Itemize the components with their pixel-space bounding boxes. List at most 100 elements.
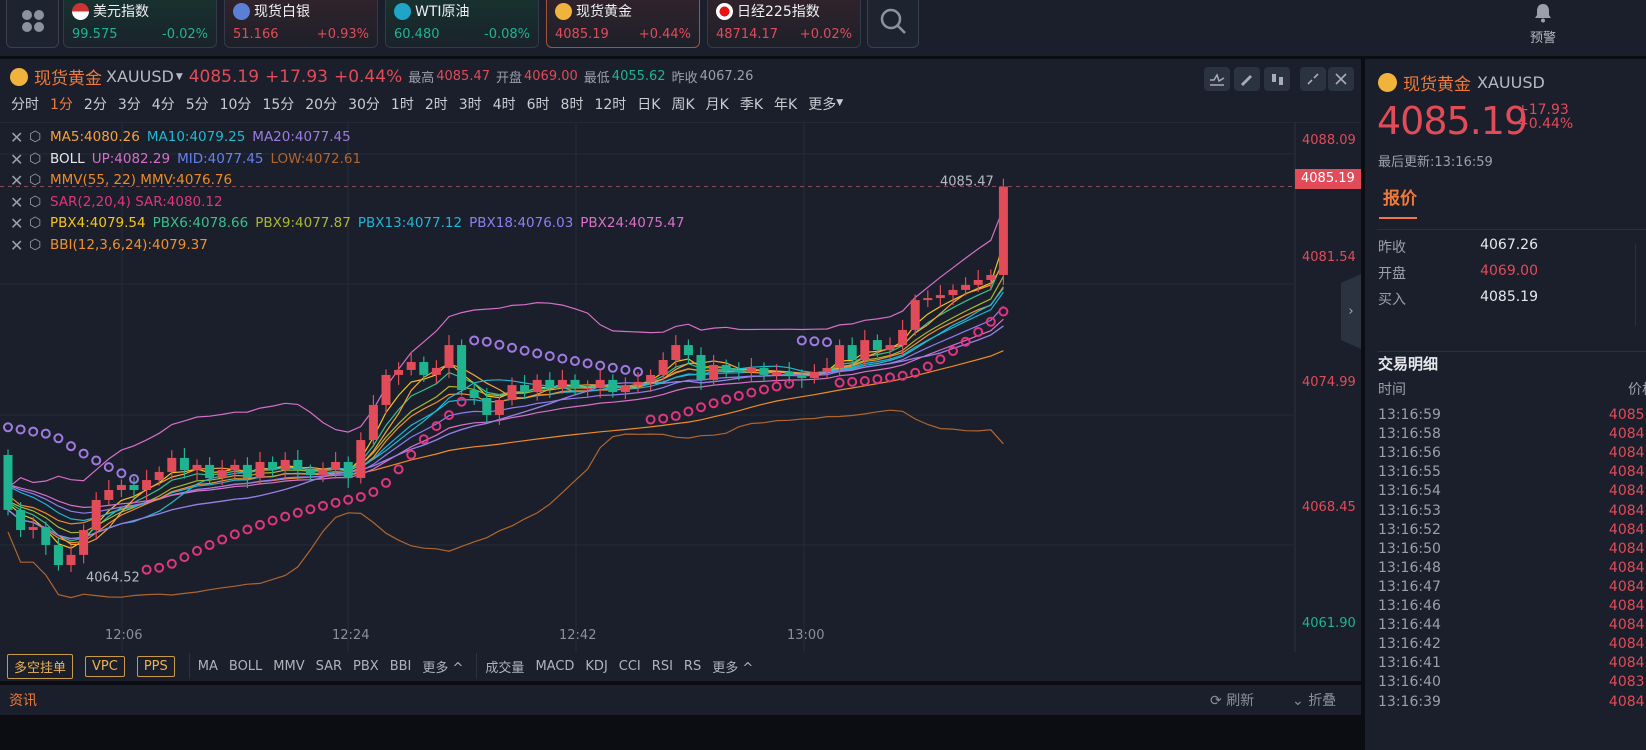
- oil-icon: [394, 2, 411, 20]
- timeframe-tab[interactable]: 12时: [594, 97, 627, 113]
- timeframe-tab[interactable]: 4分: [151, 97, 175, 113]
- settings-hexagon-icon[interactable]: ⬡: [29, 193, 42, 210]
- settings-hexagon-icon[interactable]: ⬡: [29, 129, 42, 145]
- tab-quote[interactable]: 报价: [1383, 189, 1417, 209]
- sub-indicator-toggle[interactable]: RS: [683, 658, 702, 674]
- timeframe-tab[interactable]: 4时: [492, 97, 516, 113]
- collapse-button[interactable]: ⌄ 折叠: [1292, 690, 1336, 710]
- timeframe-tab[interactable]: 1时: [390, 97, 414, 113]
- chart-panel: 现货黄金 XAUUSD ▼ 4085.19 +17.93 +0.44% 最高 40…: [0, 59, 1361, 681]
- panel-symbol-code: XAUUSD: [1477, 73, 1545, 92]
- order-tool-button[interactable]: PPS: [136, 655, 175, 677]
- timeframe-tab[interactable]: 2时: [424, 97, 448, 113]
- line-tool-button[interactable]: [1204, 67, 1230, 91]
- remove-indicator-icon[interactable]: ✕: [10, 149, 24, 169]
- ticker-card[interactable]: 日经225指数 48714.17 +0.02%: [707, 0, 861, 48]
- ticker-card[interactable]: 现货白银 51.166 +0.93%: [224, 0, 378, 48]
- ticker-card[interactable]: 美元指数 99.575 -0.02%: [63, 0, 217, 48]
- news-title[interactable]: 资讯: [9, 693, 37, 709]
- apps-grid-button[interactable]: [6, 0, 59, 48]
- settings-hexagon-icon[interactable]: ⬡: [29, 236, 42, 253]
- main-indicator-toggle[interactable]: PBX: [353, 658, 379, 674]
- timeframe-tab[interactable]: 季K: [739, 97, 764, 113]
- remove-indicator-icon[interactable]: ✕: [10, 214, 24, 233]
- sar-dot: [204, 540, 215, 551]
- ticker-price: 60.480: [394, 27, 440, 42]
- sub-indicator-toggle[interactable]: RSI: [651, 658, 673, 674]
- timeframe-tab[interactable]: 15分: [262, 97, 295, 113]
- shrink-icon: [1307, 73, 1319, 85]
- timeframe-tab[interactable]: 6时: [526, 97, 550, 113]
- gold-icon: [1378, 73, 1397, 92]
- sub-indicator-toggle[interactable]: KDJ: [585, 658, 608, 674]
- timeframe-tab[interactable]: 10分: [219, 97, 252, 113]
- price-chart[interactable]: 4085.47 4064.52: [0, 122, 1361, 652]
- legend-value: PBX4:4079.54: [50, 215, 146, 231]
- sub-indicator-toggle[interactable]: 成交量: [485, 660, 525, 676]
- candle-type-button[interactable]: [1264, 67, 1290, 91]
- timeframe-tab[interactable]: 周K: [671, 97, 695, 113]
- candle: [242, 457, 252, 488]
- trade-row: 13:16:58 4084.: [1378, 426, 1646, 442]
- settings-hexagon-icon[interactable]: ⬡: [29, 150, 42, 167]
- tab-underline: [1379, 217, 1417, 219]
- timeframe-tab[interactable]: 3分: [117, 97, 141, 113]
- quote-row: 买入 4085.19: [1378, 289, 1538, 309]
- main-indicator-toggle[interactable]: MA: [197, 658, 218, 674]
- timeframe-tab[interactable]: 3时: [458, 97, 482, 113]
- expand-panel-button[interactable]: ›: [1341, 274, 1361, 349]
- search-button[interactable]: [867, 0, 919, 48]
- timeframe-tab[interactable]: 8时: [560, 97, 584, 113]
- timeframe-tab[interactable]: 2分: [83, 97, 107, 113]
- draw-tool-button[interactable]: [1234, 67, 1260, 91]
- timeframe-tab[interactable]: 月K: [705, 97, 729, 113]
- settings-hexagon-icon[interactable]: ⬡: [29, 172, 42, 188]
- timeframe-tab[interactable]: 日K: [637, 97, 661, 113]
- candle: [431, 360, 441, 384]
- order-tool-button[interactable]: 多空挂单: [7, 653, 74, 679]
- remove-indicator-icon[interactable]: ✕: [10, 235, 24, 255]
- divider: [476, 653, 478, 679]
- sub-indicator-toggle[interactable]: CCI: [618, 658, 641, 674]
- sar-dot: [998, 306, 1009, 317]
- candle: [948, 284, 958, 306]
- timeframe-tab[interactable]: 年K: [774, 97, 798, 113]
- timeframe-tab[interactable]: 更多: [808, 97, 837, 113]
- main-indicator-toggle[interactable]: 更多 ^: [422, 660, 464, 676]
- alert-button[interactable]: 预警: [1528, 3, 1558, 46]
- remove-indicator-icon[interactable]: ✕: [10, 171, 24, 190]
- quote-row: 开盘 4069.00: [1378, 263, 1538, 283]
- minimize-button[interactable]: [1300, 67, 1326, 91]
- main-indicator-toggle[interactable]: BBI: [389, 658, 412, 674]
- settings-hexagon-icon[interactable]: ⬡: [29, 215, 42, 231]
- sub-indicator-toggle[interactable]: MACD: [535, 658, 575, 674]
- candle: [759, 362, 769, 381]
- sub-indicator-toggle[interactable]: 更多 ^: [712, 660, 754, 676]
- main-indicator-toggle[interactable]: MMV: [273, 658, 305, 674]
- timeframe-tab[interactable]: 20分: [305, 97, 338, 113]
- main-indicator-toggle[interactable]: SAR: [315, 658, 343, 674]
- boll-low-line: [7, 409, 1004, 599]
- timeframe-tab[interactable]: 1分: [50, 97, 73, 113]
- ticker-card[interactable]: 现货黄金 4085.19 +0.44%: [546, 0, 700, 48]
- sar-dot: [620, 364, 631, 375]
- symbol-name[interactable]: 现货黄金: [34, 69, 102, 89]
- symbol-code[interactable]: XAUUSD: [106, 67, 174, 86]
- remove-indicator-icon[interactable]: ✕: [10, 192, 24, 212]
- close-chart-button[interactable]: [1328, 67, 1354, 91]
- trade-price: 4083.: [1608, 674, 1646, 691]
- sar-dot: [91, 455, 102, 466]
- timeframe-tab[interactable]: 分时: [11, 97, 39, 113]
- order-tool-button[interactable]: VPC: [85, 655, 125, 677]
- legend-value: SAR(2,20,4) SAR:4080.12: [50, 193, 223, 210]
- ticker-card[interactable]: WTI原油 60.480 -0.08%: [385, 0, 539, 48]
- refresh-button[interactable]: ⟳ 刷新: [1210, 690, 1254, 710]
- remove-indicator-icon[interactable]: ✕: [10, 128, 24, 147]
- sar-dot: [368, 487, 379, 498]
- col-price: 价格: [1628, 382, 1646, 398]
- symbol-dropdown-icon[interactable]: ▼: [175, 71, 183, 82]
- timeframe-tab[interactable]: 5分: [185, 97, 209, 113]
- main-indicator-toggle[interactable]: BOLL: [228, 658, 263, 674]
- candle: [923, 290, 933, 308]
- timeframe-tab[interactable]: 30分: [348, 97, 380, 113]
